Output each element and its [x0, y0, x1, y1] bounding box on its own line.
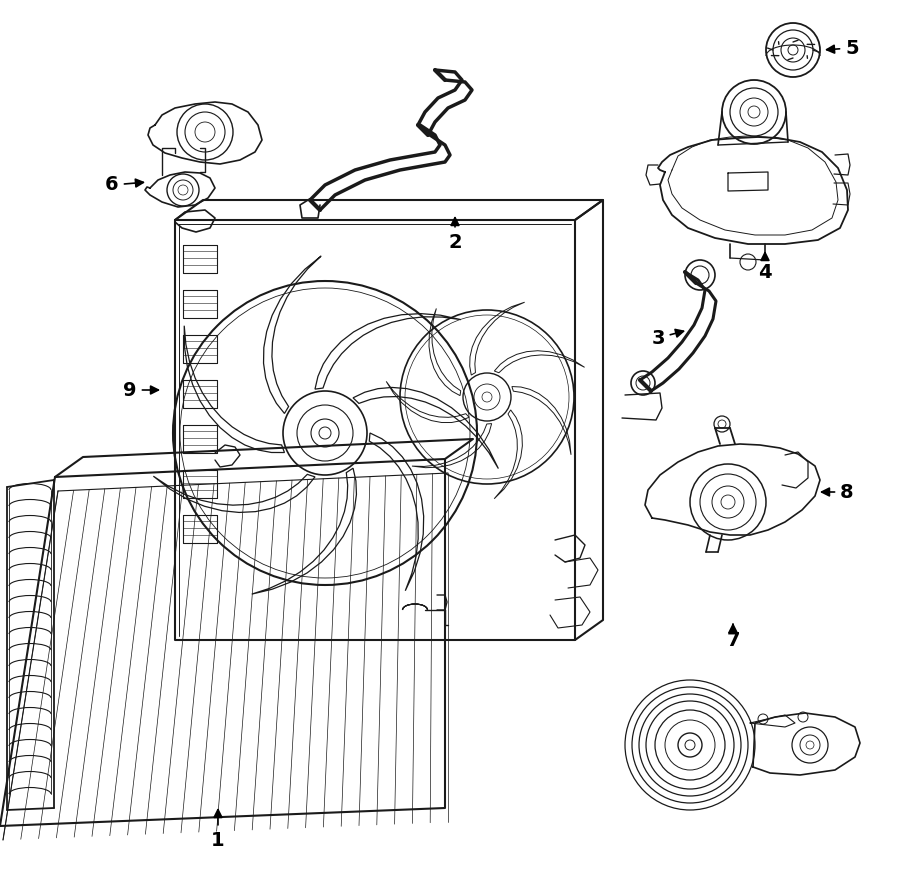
Text: 2: 2 [448, 217, 462, 251]
Text: 8: 8 [822, 483, 854, 502]
Text: 3: 3 [652, 328, 683, 348]
Text: 5: 5 [826, 38, 859, 57]
Text: 7: 7 [726, 624, 740, 650]
Text: 1: 1 [212, 810, 225, 849]
Text: 9: 9 [123, 381, 158, 400]
Text: 4: 4 [758, 253, 772, 282]
Text: 6: 6 [105, 175, 143, 195]
